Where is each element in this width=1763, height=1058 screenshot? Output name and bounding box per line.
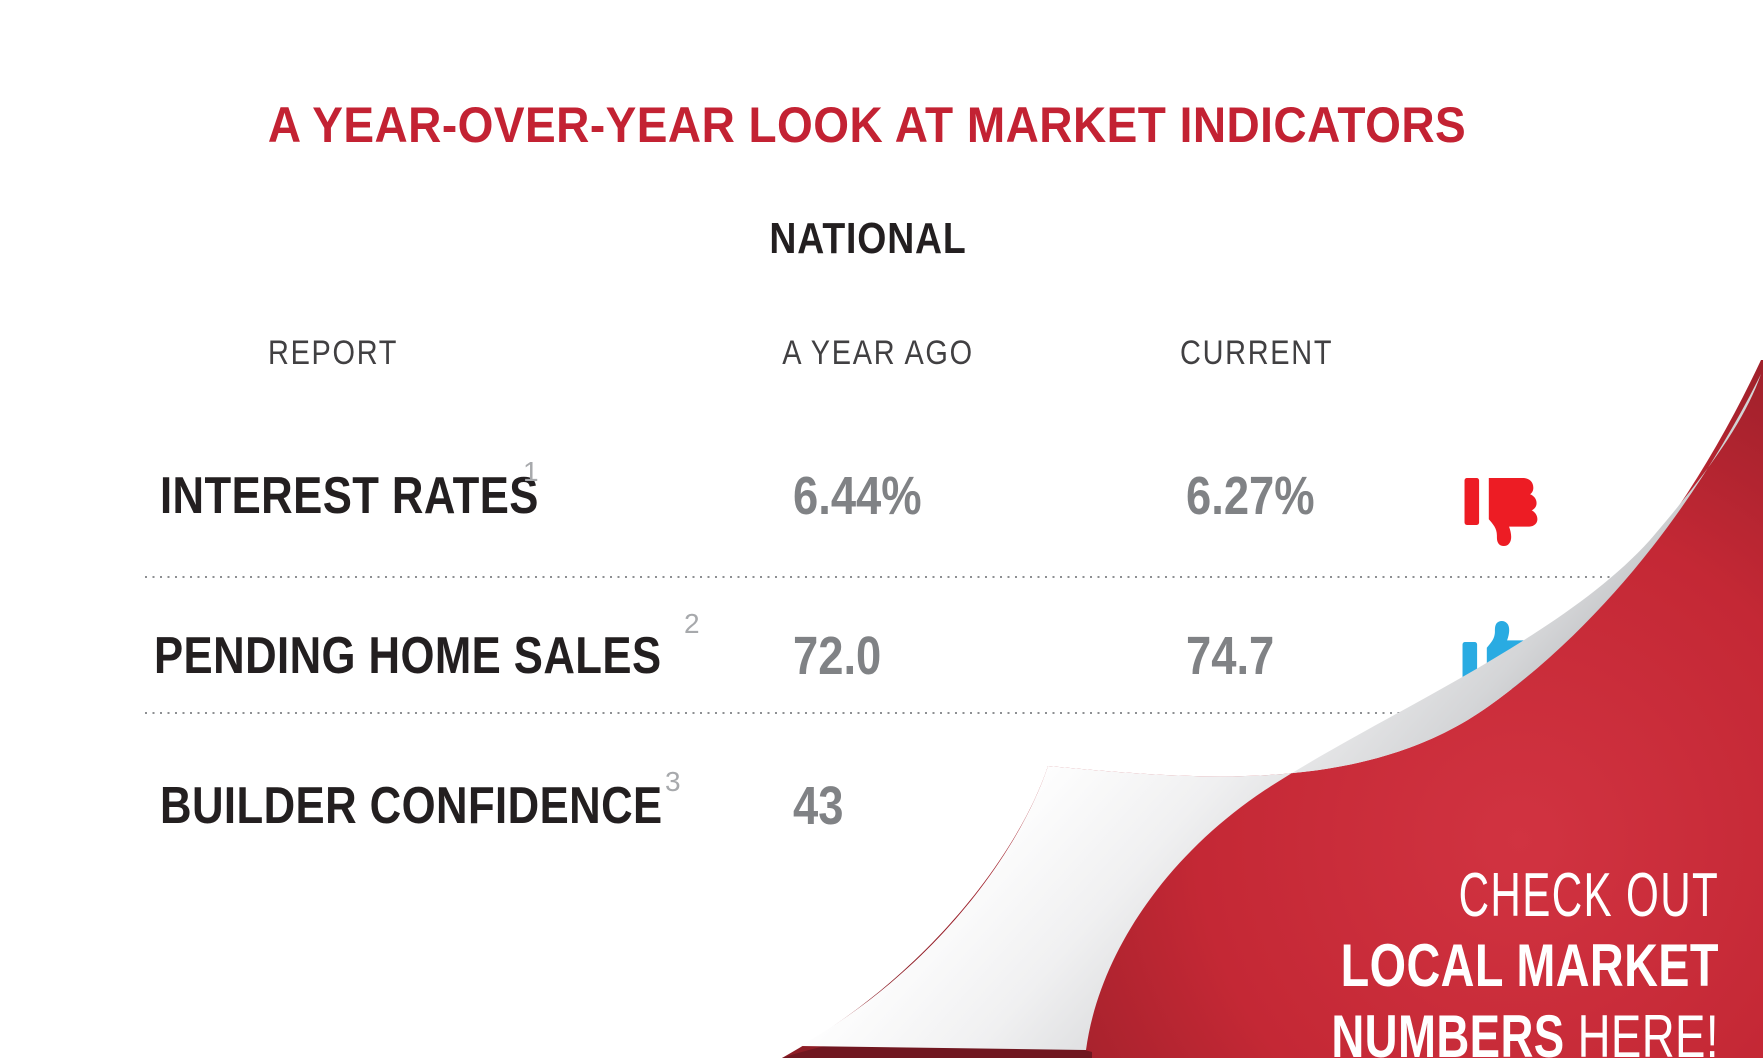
- value-interest-rates-current: 6.27%: [1186, 466, 1315, 526]
- footnote-marker-1: 1: [523, 456, 539, 487]
- value-interest-rates-year-ago: 6.44%: [793, 466, 922, 526]
- page-title: A YEAR-OVER-YEAR LOOK AT MARKET INDICATO…: [267, 97, 1467, 153]
- corner-banner-line3[interactable]: NUMBERS HERE!: [1331, 1007, 1719, 1058]
- thumbs-down-icon: [1464, 478, 1538, 546]
- column-header-current: CURRENT: [1180, 334, 1334, 372]
- footnote-marker-3: 3: [665, 766, 681, 797]
- row-label-pending-home-sales: PENDING HOME SALES: [154, 627, 662, 685]
- footnote-marker-2: 2: [684, 608, 700, 639]
- dotted-separator-2: [145, 712, 1610, 715]
- corner-banner-line3-light: HERE!: [1577, 1003, 1719, 1058]
- section-header-national: NATIONAL: [769, 214, 967, 263]
- corner-banner-line1[interactable]: CHECK OUT: [1458, 861, 1719, 930]
- value-pending-home-sales-year-ago: 72.0: [793, 626, 882, 686]
- row-label-interest-rates: INTEREST RATES: [160, 467, 539, 525]
- corner-banner-line2[interactable]: LOCAL MARKET: [1340, 932, 1719, 999]
- value-builder-confidence-year-ago: 43: [793, 776, 844, 836]
- value-pending-home-sales-current: 74.7: [1186, 626, 1275, 686]
- dotted-separator-1: [145, 576, 1610, 579]
- column-header-report: REPORT: [268, 334, 399, 372]
- curl-shadow: [782, 1031, 1092, 1058]
- column-header-a-year-ago: A YEAR AGO: [782, 334, 974, 372]
- row-label-builder-confidence: BUILDER CONFIDENCE: [160, 777, 663, 835]
- thumbs-up-icon: [1462, 621, 1536, 689]
- corner-banner-line3-bold: NUMBERS: [1331, 1003, 1565, 1058]
